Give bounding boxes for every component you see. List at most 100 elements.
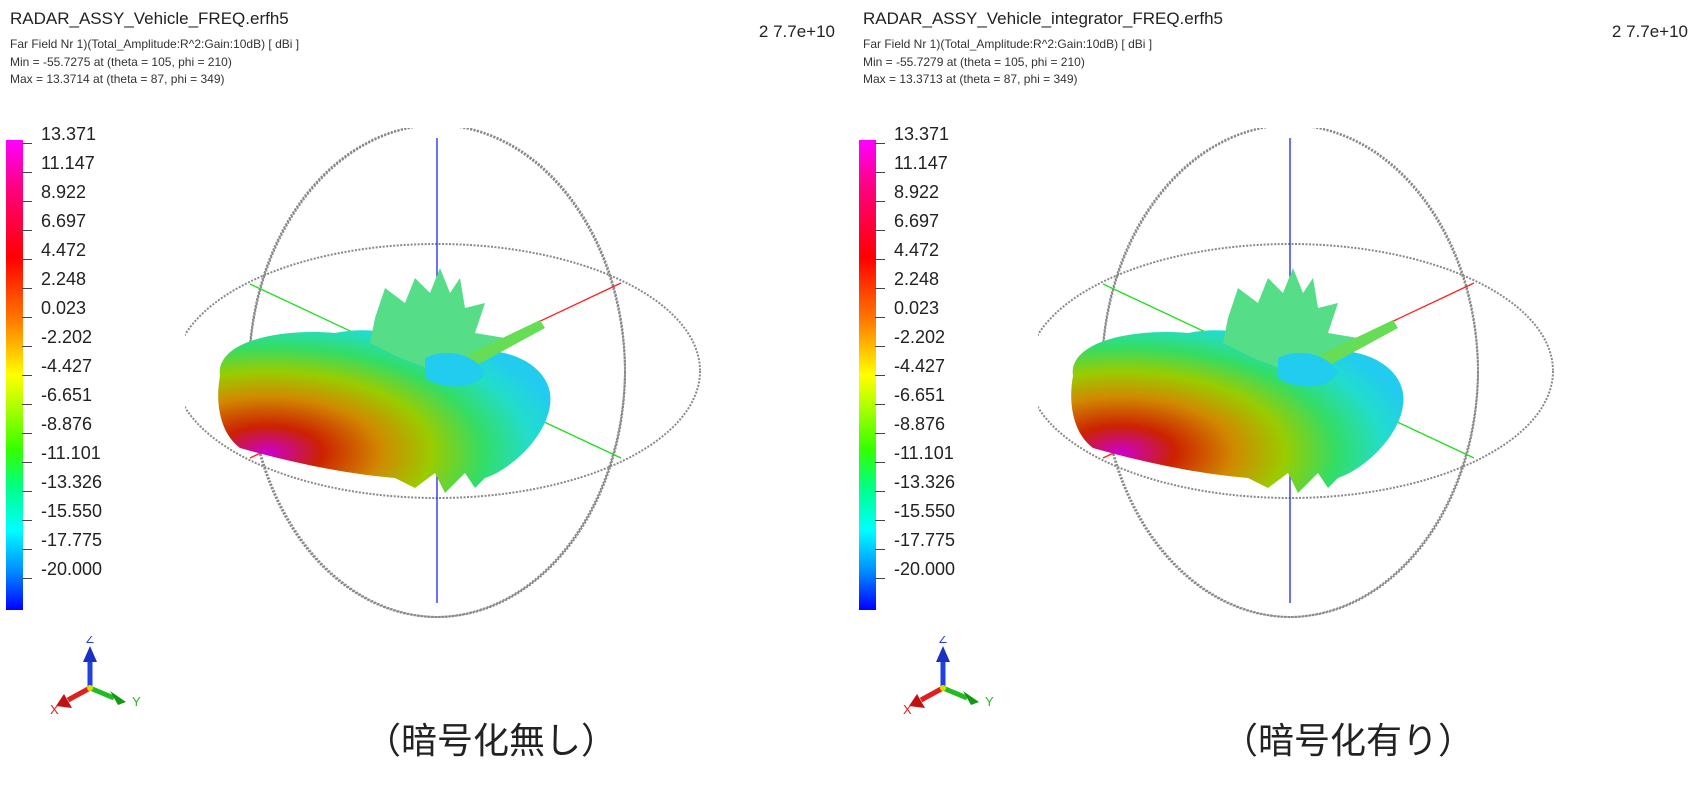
legend-tick	[22, 404, 32, 405]
legend-tick	[875, 259, 885, 260]
legend-tick	[22, 578, 32, 579]
legend-tick	[875, 520, 885, 521]
origin-dot	[87, 685, 93, 691]
legend-tick	[875, 230, 885, 231]
z-axis-label: Z	[939, 636, 947, 646]
legend-tick	[22, 230, 32, 231]
frequency-label: 2 7.7e+10	[758, 22, 835, 41]
legend-label: 2.248	[41, 269, 87, 289]
upper-arc	[1101, 128, 1479, 372]
legend-label: -8.876	[894, 414, 946, 434]
legend-tick	[22, 317, 32, 318]
legend-tick	[22, 288, 32, 289]
y-axis-arrow	[89, 685, 115, 701]
result-description: Far Field Nr 1)(Total_Amplitude:R^2:Gain…	[10, 37, 300, 51]
origin-dot	[940, 685, 946, 691]
legend-label: 13.371	[894, 124, 950, 144]
y-arrowhead	[963, 691, 979, 705]
legend-tick	[22, 143, 32, 144]
y-axis-label: Y	[985, 694, 994, 709]
legend-tick	[22, 259, 32, 260]
legend-tick	[22, 549, 32, 550]
legend-label: 8.922	[894, 182, 940, 202]
axis-triad: Z X Y	[903, 636, 994, 717]
radiation-pattern-3d	[1038, 128, 1554, 619]
legend-label: -4.427	[894, 356, 946, 376]
max-value-info: Max = 13.3713 at (theta = 87, phi = 349)	[863, 72, 1078, 86]
lower-arc	[248, 370, 626, 619]
legend-label: -15.550	[41, 501, 103, 521]
legend-label: -13.326	[894, 472, 956, 492]
legend-tick	[875, 491, 885, 492]
center-lobe	[425, 353, 485, 387]
gain-lobes	[218, 268, 551, 493]
x-axis-label: X	[50, 702, 59, 717]
legend-label: -6.651	[41, 385, 93, 405]
legend-tick	[875, 375, 885, 376]
legend-label: 13.371	[41, 124, 97, 144]
result-description: Far Field Nr 1)(Total_Amplitude:R^2:Gain…	[863, 37, 1153, 51]
legend-label: 6.697	[894, 211, 940, 231]
min-value-info: Min = -55.7279 at (theta = 105, phi = 21…	[863, 55, 1085, 69]
caption: （暗号化無し）	[365, 721, 618, 762]
legend-tick	[875, 143, 885, 144]
frequency-label: 2 7.7e+10	[1611, 22, 1688, 41]
y-axis-label: Y	[132, 694, 141, 709]
legend-label: 11.147	[41, 153, 95, 173]
min-value-info: Min = -55.7275 at (theta = 105, phi = 21…	[10, 55, 232, 69]
legend-tick	[875, 404, 885, 405]
legend-tick	[875, 578, 885, 579]
legend-label: 0.023	[41, 298, 87, 318]
z-arrowhead	[83, 646, 97, 662]
x-axis-arrow	[66, 685, 92, 703]
legend-label: -17.775	[41, 530, 103, 550]
legend-label: -11.101	[41, 443, 101, 463]
legend-label: 2.248	[894, 269, 940, 289]
caption: （暗号化有り）	[1222, 721, 1475, 762]
x-axis-arrow	[919, 685, 945, 703]
legend-label: -2.202	[894, 327, 946, 347]
legend-label: 8.922	[41, 182, 87, 202]
legend-tick	[22, 520, 32, 521]
legend-label: -2.202	[41, 327, 93, 347]
legend-label: -11.101	[894, 443, 954, 463]
file-title: RADAR_ASSY_Vehicle_FREQ.erfh5	[10, 9, 289, 28]
color-legend-bar	[859, 140, 876, 610]
legend-label: -4.427	[41, 356, 93, 376]
far-field-panel-without-encryption: RADAR_ASSY_Vehicle_FREQ.erfh5 Far Field …	[6, 9, 835, 762]
legend-tick	[875, 288, 885, 289]
center-lobe	[1278, 353, 1338, 387]
legend-label: -20.000	[894, 559, 956, 579]
legend-tick	[875, 172, 885, 173]
legend-tick	[22, 201, 32, 202]
z-axis-label: Z	[86, 636, 94, 646]
gain-lobes	[1071, 268, 1404, 493]
z-arrowhead	[936, 646, 950, 662]
legend-tick	[875, 462, 885, 463]
legend-tick	[22, 462, 32, 463]
lower-arc	[1101, 370, 1479, 619]
file-title: RADAR_ASSY_Vehicle_integrator_FREQ.erfh5	[863, 9, 1224, 28]
legend-tick	[875, 549, 885, 550]
y-arrowhead	[110, 691, 126, 705]
upper-arc	[248, 128, 626, 372]
legend-tick	[875, 346, 885, 347]
y-axis-arrow	[942, 685, 968, 701]
legend-tick	[22, 491, 32, 492]
max-value-info: Max = 13.3714 at (theta = 87, phi = 349)	[10, 72, 225, 86]
legend-tick	[22, 172, 32, 173]
far-field-panel-with-encryption: RADAR_ASSY_Vehicle_integrator_FREQ.erfh5…	[853, 0, 1699, 804]
legend-label: -8.876	[41, 414, 93, 434]
legend-label: -13.326	[41, 472, 103, 492]
legend-label: 0.023	[894, 298, 940, 318]
color-legend-ticks	[875, 140, 885, 610]
legend-label: 11.147	[894, 153, 948, 173]
legend-label: 6.697	[41, 211, 87, 231]
legend-tick	[875, 201, 885, 202]
legend-tick	[875, 317, 885, 318]
x-axis-label: X	[903, 702, 912, 717]
legend-tick	[22, 433, 32, 434]
legend-tick	[875, 433, 885, 434]
legend-label: -20.000	[41, 559, 103, 579]
color-legend-bar	[6, 140, 23, 610]
